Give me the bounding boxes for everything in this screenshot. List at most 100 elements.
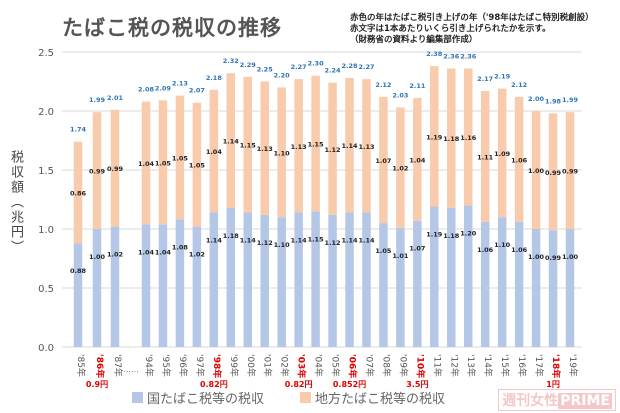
bar-local (548, 113, 558, 231)
data-label-local: 1.00 (528, 167, 545, 175)
data-label-total: 2.19 (494, 73, 511, 81)
data-label-total: 2.27 (358, 63, 374, 71)
y-tick-label: 2.5 (38, 48, 54, 59)
gap-marker: …… (123, 365, 139, 374)
x-tick-label: '02年 (279, 354, 291, 377)
note-line: （財務省の資料より編集部作成） (350, 35, 478, 45)
bar-national (141, 224, 151, 347)
x-tick-label: '05年 (330, 354, 342, 377)
data-label-total: 2.11 (409, 82, 426, 90)
data-label-total: 2.30 (308, 60, 325, 68)
data-label-national: 1.14 (291, 236, 308, 244)
bar-national (209, 212, 219, 347)
data-label-local: 1.15 (308, 140, 325, 148)
y-tick-label: 0.0 (38, 343, 54, 354)
data-label-national: 1.06 (477, 246, 494, 254)
data-label-local: 1.19 (426, 133, 443, 141)
data-label-national: 1.00 (528, 253, 545, 261)
bar-national (73, 243, 83, 347)
x-tick-label: '13年 (465, 354, 477, 377)
bar-national (328, 214, 337, 347)
bar-local (141, 101, 151, 225)
legend-label: 地方たばこ税等の税収 (315, 392, 446, 407)
bar-national (110, 226, 120, 347)
data-label-total: 2.12 (375, 81, 391, 89)
y-tick-label: 2.0 (38, 107, 54, 118)
x-tick-label: '94年 (143, 354, 155, 377)
bar-local (362, 79, 371, 213)
data-label-national: 1.04 (155, 248, 172, 256)
x-tick-label: '08年 (380, 354, 392, 377)
data-label-national: 1.05 (375, 247, 392, 255)
bar-local (379, 96, 388, 224)
bar-local (531, 111, 541, 229)
x-tick-label: '09年 (397, 354, 409, 377)
bar-local (345, 77, 354, 213)
data-label-local: 1.09 (494, 150, 511, 158)
data-label-national: 1.20 (460, 229, 477, 237)
bar-local (413, 98, 422, 221)
x-tick-label: '12年 (448, 354, 460, 377)
x-tick-label: '04年 (313, 354, 325, 377)
data-label-national: 1.18 (223, 232, 240, 240)
chart-title: たばこ税の税収の推移 (62, 16, 282, 40)
data-label-national: 1.01 (392, 252, 409, 260)
bar-national (243, 212, 253, 347)
data-label-local: 1.13 (358, 143, 374, 151)
data-label-national: 1.06 (511, 246, 528, 254)
data-label-local: 1.14 (341, 142, 358, 150)
data-label-national: 1.08 (172, 244, 189, 252)
data-label-national: 1.12 (325, 239, 341, 247)
x-tick-label: '07年 (363, 354, 375, 377)
x-tick-label: '85年 (75, 354, 87, 377)
bar-national (480, 221, 490, 347)
y-axis-label: 税収額（兆円） (8, 150, 23, 255)
data-label-national: 1.02 (107, 251, 123, 259)
data-label-local: 0.99 (545, 169, 562, 177)
data-label-national: 1.02 (189, 251, 205, 259)
data-label-local: 1.04 (138, 160, 155, 168)
data-label-total: 2.07 (189, 87, 205, 95)
bar-local (565, 112, 575, 229)
bar-national (463, 205, 473, 347)
price-increase-label: 0.9円 (86, 380, 108, 389)
bar-local (514, 96, 524, 222)
x-tick-label: '99年 (228, 354, 240, 377)
y-tick-label: 1.0 (38, 225, 54, 236)
x-tick-label: '18年 (550, 354, 562, 378)
bar-local (192, 102, 202, 227)
data-label-national: 1.19 (426, 231, 443, 239)
bar-national (294, 212, 303, 347)
bar-local (243, 76, 253, 213)
bar-national (192, 226, 202, 347)
bar-national (497, 217, 507, 347)
x-tick-label: '19年 (567, 354, 579, 377)
x-tick-label: '01年 (262, 354, 274, 377)
bar-local (158, 100, 168, 225)
data-label-total: 2.29 (240, 61, 257, 69)
bar-national (514, 221, 524, 347)
data-label-national: 1.00 (562, 253, 579, 261)
bar-local (447, 68, 456, 208)
data-label-total: 1.98 (545, 97, 562, 105)
data-label-total: 1.74 (70, 126, 87, 134)
data-label-local: 1.04 (206, 148, 223, 156)
data-label-total: 2.20 (274, 71, 291, 79)
x-tick-label: '86年 (94, 354, 106, 378)
legend-item-national: 国たばこ税等の税収 (132, 388, 264, 407)
bar-local (430, 66, 439, 207)
data-label-national: 1.00 (89, 253, 106, 261)
data-label-national: 1.04 (138, 248, 155, 256)
data-label-national: 0.88 (70, 267, 87, 275)
bar-national (311, 211, 320, 347)
bar-national (531, 229, 541, 347)
data-label-total: 2.01 (107, 94, 124, 102)
data-label-total: 2.24 (325, 67, 342, 75)
data-label-national: 0.99 (545, 254, 562, 262)
bar-national (396, 227, 405, 347)
bar-national (345, 212, 354, 347)
x-tick-label: '98年 (211, 354, 223, 378)
data-label-total: 2.32 (223, 57, 239, 65)
bar-national (175, 219, 185, 347)
data-label-local: 0.99 (107, 165, 124, 173)
